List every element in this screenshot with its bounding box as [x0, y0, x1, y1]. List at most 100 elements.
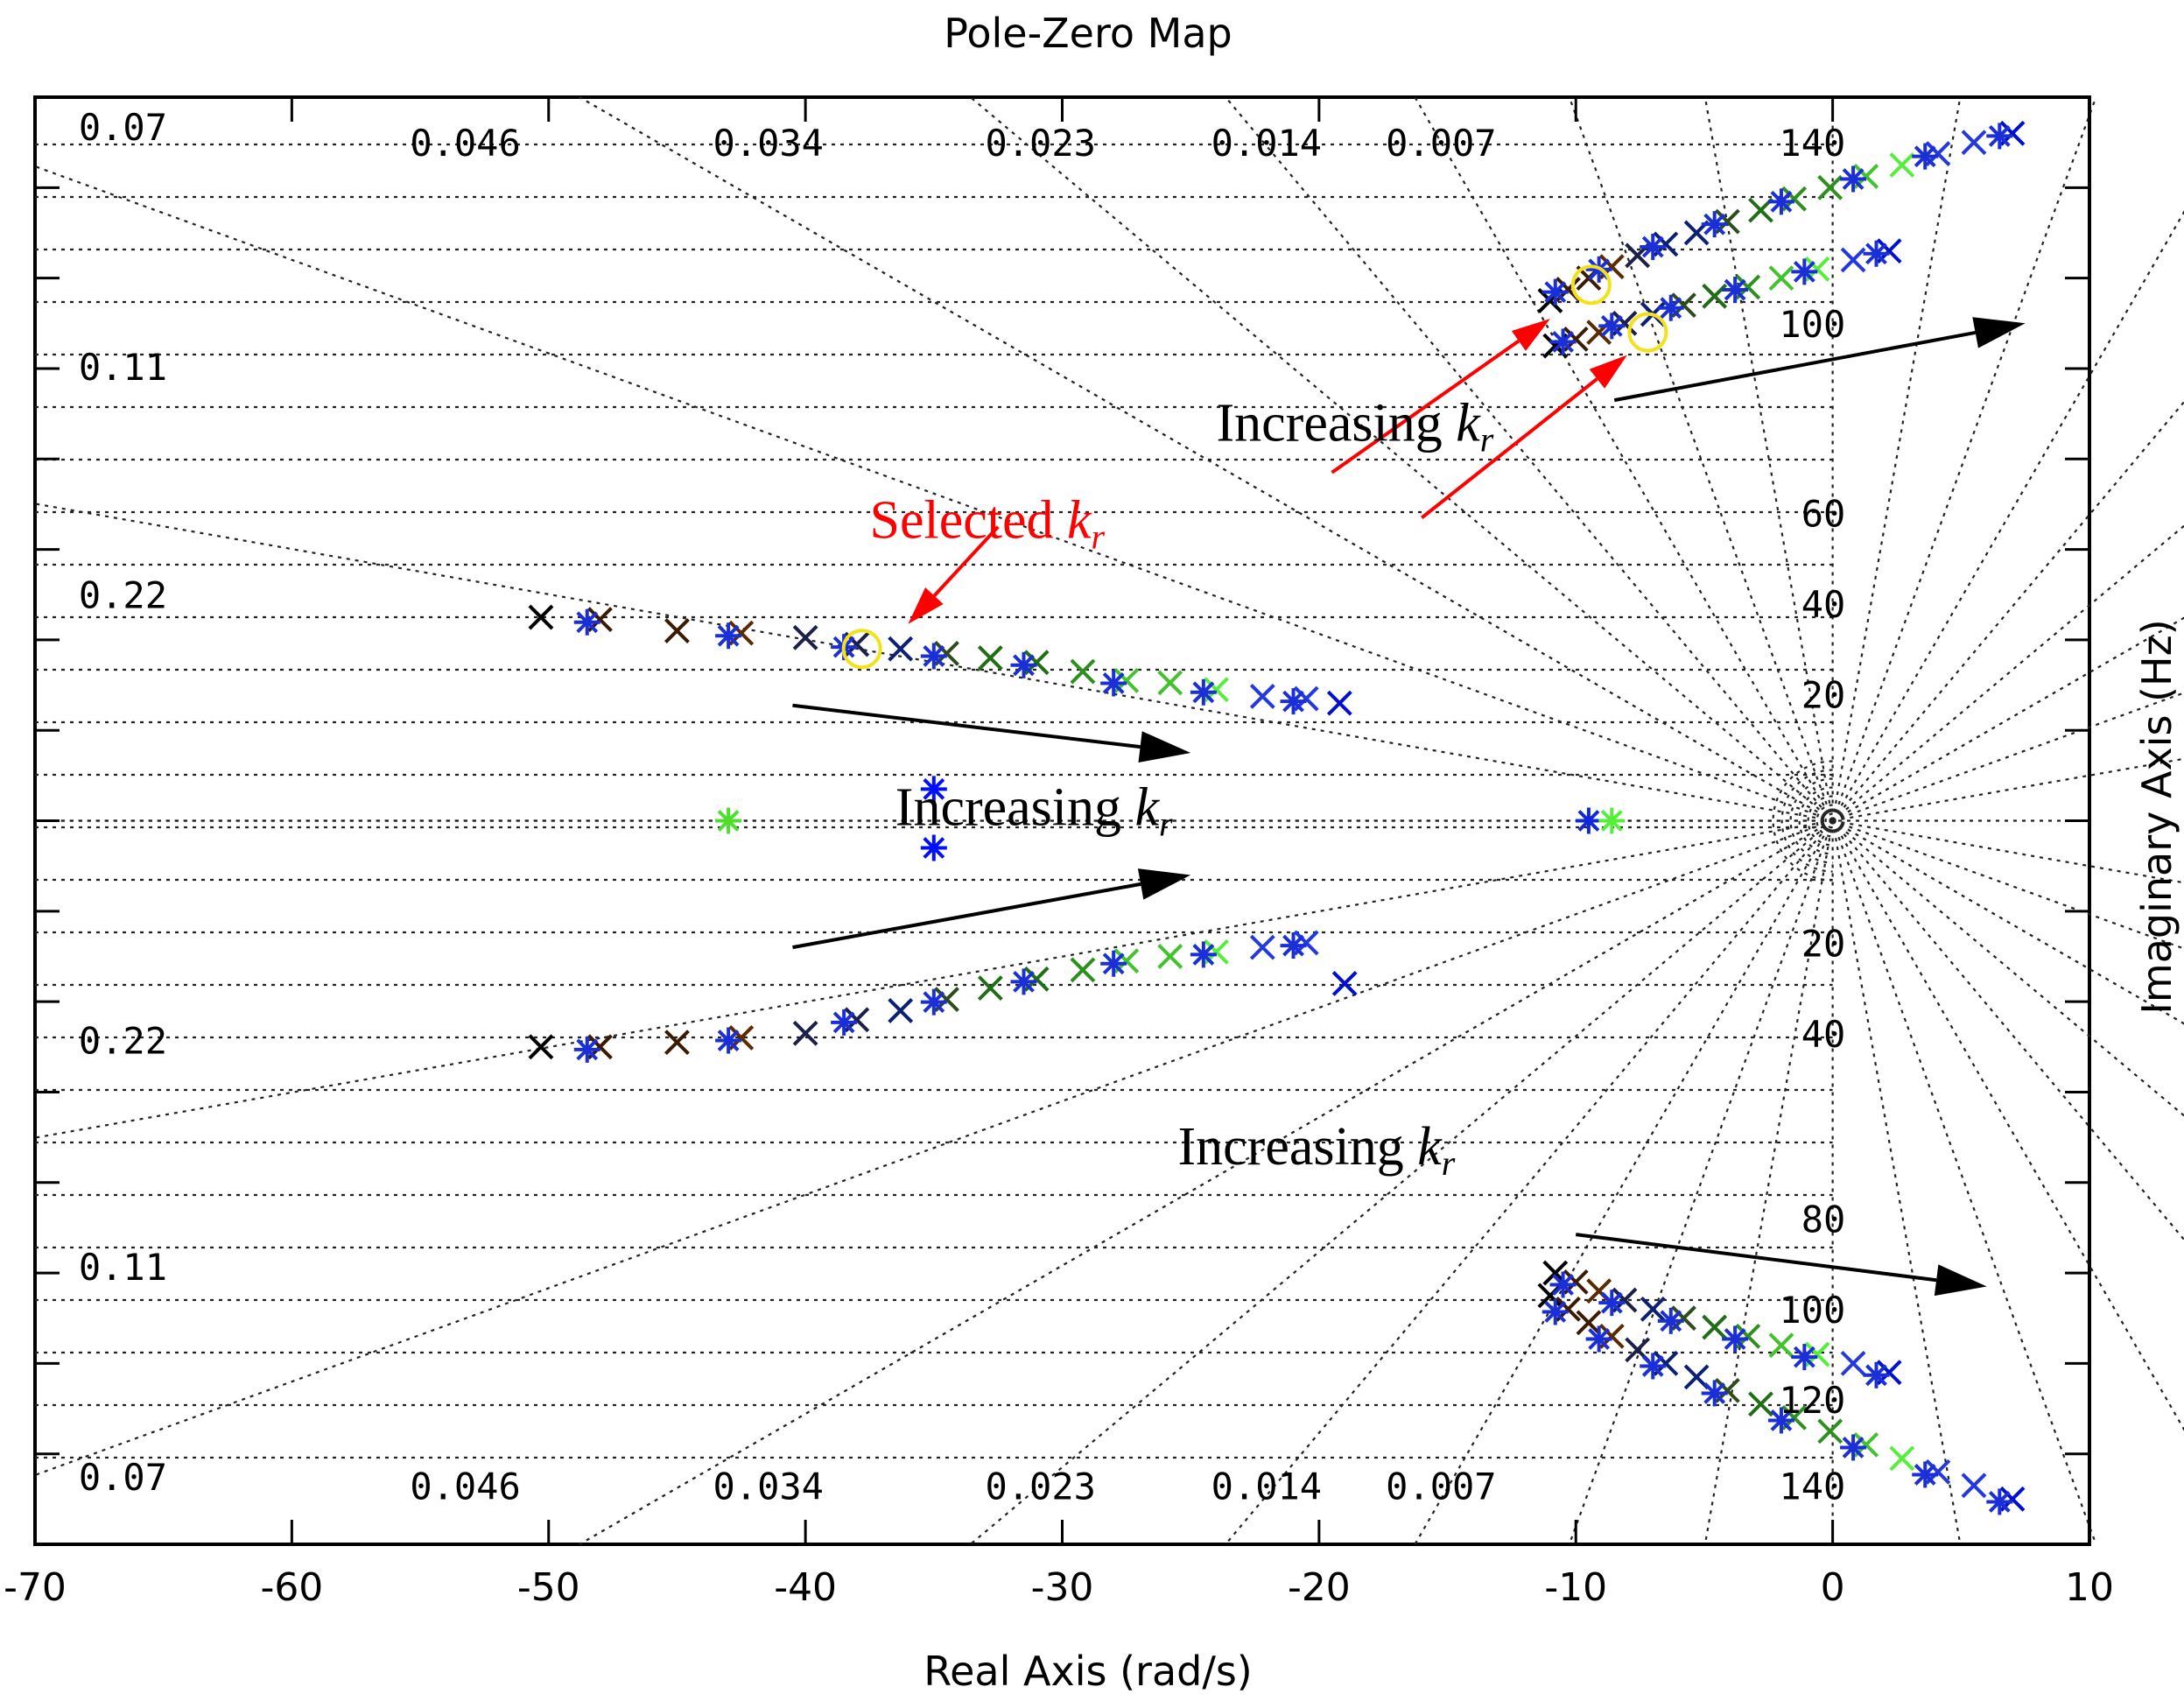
x-tick-label: -50: [517, 1565, 580, 1610]
arrow-shaft: [1613, 330, 1977, 403]
pole-x-stroke-b: [528, 604, 554, 630]
zero-star-d2: [1703, 213, 1726, 235]
damping-label: 0.023: [985, 122, 1095, 165]
annotation-subscript-r: r: [1092, 517, 1106, 557]
zero-star-d2: [1865, 242, 1887, 265]
pole-x-stroke-b: [1586, 1278, 1612, 1304]
pole-x-stroke-b: [1961, 1473, 1987, 1499]
pole-x-stroke-b: [792, 624, 818, 650]
zero-star-d2: [1552, 1274, 1574, 1296]
pole-x-stroke-b: [888, 998, 914, 1023]
zero-star-d2: [1641, 1355, 1664, 1377]
selected-markers: [841, 264, 1668, 670]
arrow-head: [1511, 319, 1550, 351]
pole-x-stroke-b: [888, 636, 914, 662]
damping-label: 0.046: [410, 122, 520, 165]
damping-ray: [1832, 819, 2184, 950]
zero-star-d2: [1641, 235, 1664, 258]
pole-x-stroke-b: [1768, 1332, 1794, 1359]
zero-star-d2: [1724, 1328, 1746, 1350]
arrow-head: [1934, 1264, 1987, 1297]
damping-ray: [34, 165, 1834, 822]
pole-x-stroke-b: [664, 618, 690, 643]
damping-ray: [1831, 96, 2097, 821]
zero-star-d2: [1192, 943, 1215, 966]
x-tick-label: -20: [1288, 1565, 1351, 1610]
x-tick-label: 0: [1821, 1565, 1845, 1610]
grid-labels: 0.07 0.11 0.22 0.046 0.034 0.023 0.014 0.007 0.0…: [79, 106, 1845, 1508]
annotation-k: k: [1417, 1117, 1443, 1177]
zero-star-d2: [1588, 1328, 1611, 1350]
x-tick-label: -60: [260, 1565, 323, 1610]
pole-x-stroke-b: [1576, 1310, 1602, 1336]
arrow-head: [908, 587, 944, 624]
pole-x-stroke-b: [1817, 174, 1843, 200]
pole-series: [528, 120, 2026, 1515]
zero-star-d2: [1552, 331, 1574, 353]
zero-star-d2: [1988, 1491, 2011, 1513]
damping-label: 0.11: [79, 346, 167, 389]
zero-star-d2: [1282, 934, 1304, 957]
zero-star-d2: [1914, 1464, 1936, 1486]
frequency-label: 140: [1779, 1465, 1845, 1508]
pole-x-stroke-b: [1157, 670, 1183, 696]
pole-x-stroke-b: [1070, 658, 1096, 685]
zero-star-d2: [1842, 1437, 1864, 1458]
pole-x-stroke-b: [1840, 1350, 1866, 1376]
zero-star-d2: [1600, 314, 1623, 337]
damping-ray: [969, 96, 1834, 822]
frequency-arc: [1780, 769, 1833, 873]
zero-star-d2: [923, 991, 945, 1014]
zero-star-d2: [1724, 278, 1746, 301]
arrow-shaft: [792, 703, 1141, 749]
damping-label: 0.22: [79, 1020, 167, 1063]
pole-x-stroke-b: [1961, 130, 1987, 156]
frequency-label: 140: [1779, 122, 1845, 165]
zero-star-d2: [1544, 281, 1567, 304]
pole-x-stroke-b: [1249, 684, 1275, 709]
x-axis-label: Real Axis (rad/s): [923, 1648, 1253, 1695]
pole-x-stroke-b: [1331, 971, 1358, 996]
damping-ray: [969, 819, 1834, 1545]
arrow-head: [1137, 868, 1191, 900]
pole-x-stroke-b: [1702, 1314, 1728, 1340]
frequency-arc: [1824, 812, 1833, 829]
x-tick-label: -30: [1031, 1565, 1094, 1610]
zero-star-d2: [1013, 654, 1035, 677]
zero-star-d2: [1577, 810, 1600, 832]
damping-ray: [1831, 820, 2097, 1545]
selected-kr-circle: [1570, 264, 1612, 306]
damping-label: 0.22: [79, 574, 167, 617]
zero-star-d2: [1102, 952, 1125, 975]
zero-star-d2: [1660, 1310, 1682, 1332]
zero-star-d2: [1102, 672, 1125, 694]
damping-label: 0.007: [1386, 122, 1496, 165]
frequency-label: 40: [1801, 583, 1846, 626]
zero-star-d2: [1865, 1364, 1887, 1387]
annotation-k: k: [1067, 491, 1092, 551]
pole-x-stroke-b: [1625, 1337, 1651, 1363]
x-tick-label: -10: [1544, 1565, 1607, 1610]
damping-label: 0.034: [713, 122, 824, 165]
frequency-label: 120: [1779, 1379, 1845, 1422]
zero-star-d2: [1770, 190, 1793, 213]
damping-label: 0.023: [985, 1465, 1095, 1508]
frequency-label: 80: [1801, 1198, 1846, 1241]
increasing-kr-label: Increasing kr: [895, 778, 1173, 844]
zero-star-d2: [1282, 690, 1304, 713]
frequency-arc: [1807, 795, 1833, 847]
damping-ray: [1568, 820, 1834, 1545]
zero-star-d2: [1660, 297, 1682, 320]
x-tick-label: -40: [774, 1565, 837, 1610]
selected-kr-circle: [1627, 312, 1668, 353]
x-tick-label: 10: [2065, 1565, 2114, 1610]
pole-x-stroke-b: [977, 645, 1003, 671]
chart-title: Pole-Zero Map: [944, 10, 1232, 57]
arrow-shaft: [1331, 339, 1520, 474]
increasing-kr-label: Selected kr: [869, 491, 1105, 557]
zero-star-d2: [1600, 1291, 1623, 1314]
zero-star-d2: [717, 1030, 740, 1051]
increasing-kr-label: Increasing kr: [1178, 1117, 1456, 1183]
frequency-label: 20: [1801, 922, 1846, 965]
zero-star-d2: [1013, 970, 1035, 993]
